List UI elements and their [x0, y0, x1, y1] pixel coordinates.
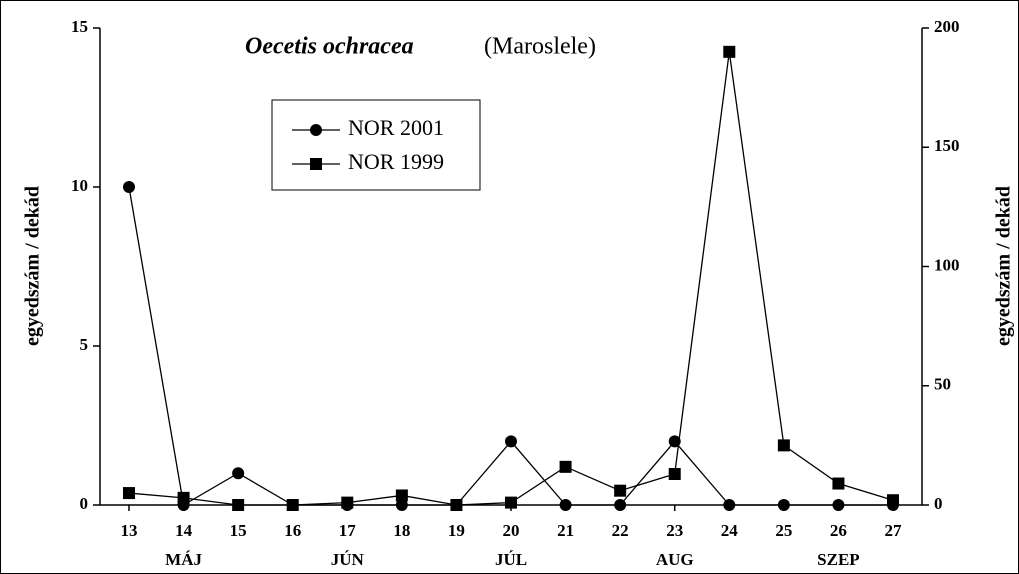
month-label: AUG [656, 550, 694, 569]
month-label: JÚN [331, 550, 365, 569]
data-point [614, 499, 627, 511]
y2-tick-label: 150 [934, 136, 960, 155]
y2-tick-label: 100 [934, 255, 960, 274]
series-line [128, 186, 893, 507]
month-label: JÚL [495, 550, 527, 569]
data-point [505, 435, 517, 448]
x-tick-label: 24 [721, 521, 739, 540]
x-tick-label: 20 [503, 521, 520, 540]
legend-marker [310, 158, 322, 170]
chart-title: Oecetis ochracea [245, 34, 414, 60]
x-tick-label: 13 [121, 521, 138, 540]
x-tick-label: 19 [448, 521, 465, 540]
legend-label: NOR 1999 [348, 149, 444, 174]
x-tick-label: 26 [830, 521, 847, 540]
x-tick-label: 22 [612, 521, 629, 540]
data-point [559, 460, 572, 473]
data-point [668, 467, 681, 480]
data-point [286, 499, 299, 511]
month-label: SZEP [817, 550, 860, 569]
x-tick-label: 14 [175, 521, 193, 540]
y-tick-label: 0 [80, 494, 89, 513]
data-point [505, 496, 517, 509]
data-point [777, 499, 790, 511]
x-tick-label: 15 [230, 521, 247, 540]
data-point [232, 499, 245, 511]
x-tick-label: 27 [885, 521, 903, 540]
data-point [832, 499, 845, 511]
chart-subtitle: (Maroslele) [484, 34, 596, 60]
data-point [450, 499, 463, 511]
data-point [832, 477, 845, 490]
y-tick-label: 5 [80, 335, 89, 354]
x-tick-label: 17 [339, 521, 357, 540]
data-point [123, 181, 135, 193]
x-tick-label: 18 [393, 521, 410, 540]
x-tick-label: 25 [775, 521, 792, 540]
legend-marker [310, 124, 322, 136]
data-point [668, 435, 681, 448]
y2-axis-label: egyedszám / dekád [993, 186, 1015, 346]
data-point [723, 45, 736, 58]
legend-label: NOR 2001 [348, 115, 444, 140]
x-tick-label: 16 [284, 521, 301, 540]
legend-box [271, 99, 481, 191]
data-point [341, 496, 354, 509]
y2-tick-label: 200 [934, 17, 960, 36]
data-point [559, 499, 572, 511]
y2-tick-label: 50 [934, 375, 951, 394]
data-point [177, 491, 190, 504]
x-tick-label: 23 [666, 521, 683, 540]
month-label: MÁJ [165, 550, 202, 569]
data-point [123, 487, 135, 500]
data-point [777, 439, 790, 452]
data-point [232, 467, 245, 480]
data-point [395, 499, 408, 511]
data-point [723, 499, 736, 511]
data-point [614, 484, 627, 497]
y-axis-label: egyedszám / dekád [22, 186, 44, 346]
y-tick-label: 15 [71, 17, 88, 36]
x-tick-label: 21 [557, 521, 574, 540]
data-point [887, 494, 899, 507]
data-point [395, 489, 408, 502]
y2-tick-label: 0 [934, 494, 943, 513]
y-tick-label: 10 [71, 176, 88, 195]
